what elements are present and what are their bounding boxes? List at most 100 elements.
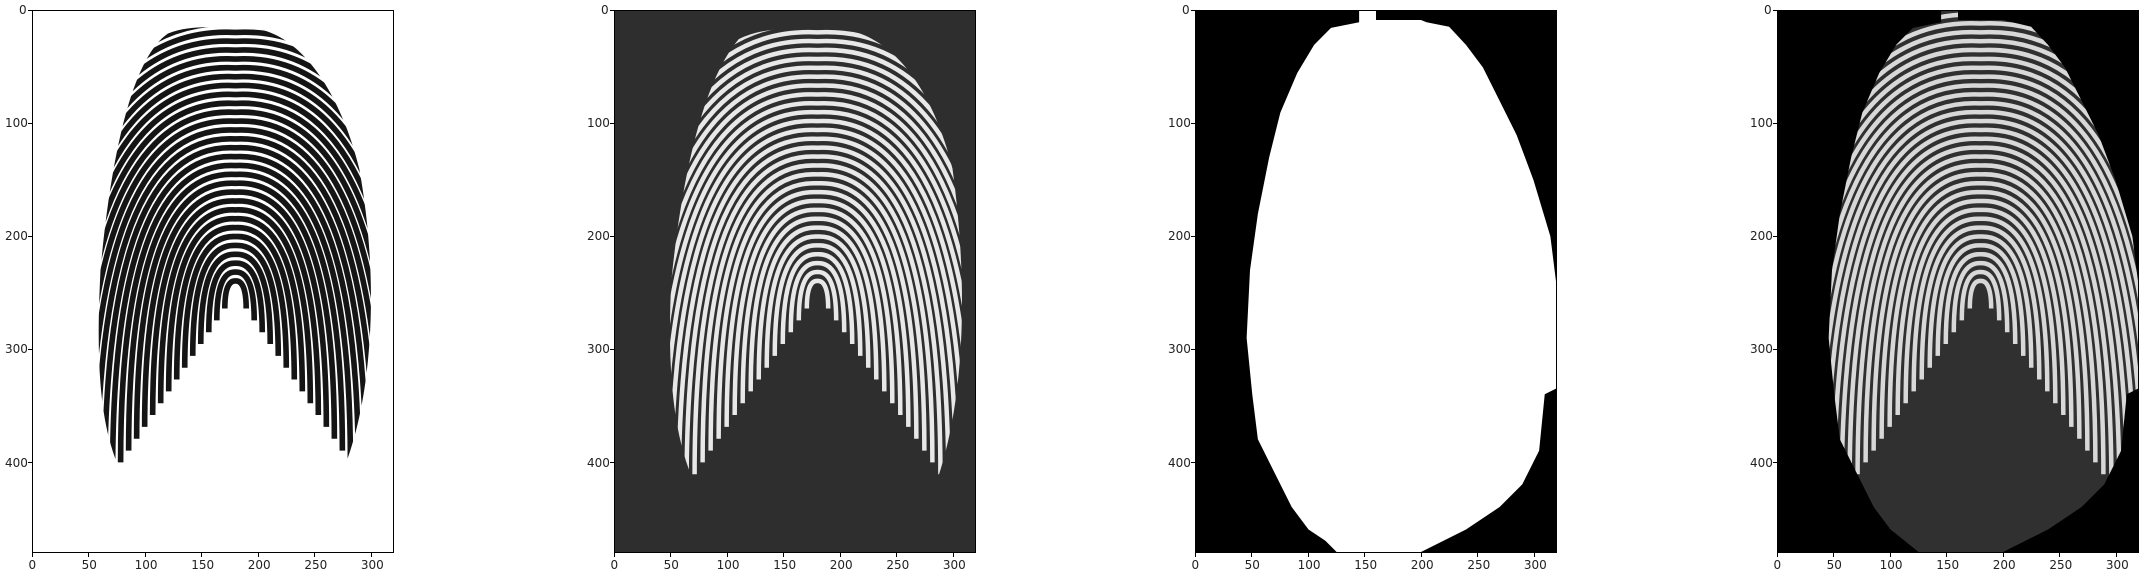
ridge-line <box>748 216 887 392</box>
x-tick-label: 250 <box>886 558 910 572</box>
x-tick-label: 100 <box>134 558 158 572</box>
ridge-line <box>98 38 371 530</box>
x-tick-label: 0 <box>610 558 619 572</box>
ridge-line <box>764 234 871 368</box>
ridge-line <box>165 215 306 392</box>
ridge-line <box>669 56 962 541</box>
y-tick-mark <box>1773 462 1777 463</box>
ridge-line <box>772 243 863 356</box>
ridge-line <box>804 278 831 309</box>
y-tick-label: 200 <box>587 229 610 244</box>
x-tick-mark <box>1946 553 1948 557</box>
ridge-line <box>700 163 935 463</box>
ridge-line <box>1828 74 2138 552</box>
x-tick-mark <box>2115 553 2117 557</box>
y-tick-mark <box>1773 122 1777 124</box>
ridge-line <box>98 109 371 530</box>
ridge-line <box>173 224 298 380</box>
ridge-line <box>98 136 371 498</box>
ridge-line <box>1828 65 2138 552</box>
y-tick-mark <box>1191 235 1195 237</box>
ridge-line <box>1839 136 2122 498</box>
x-tick-label: 150 <box>1936 558 1960 572</box>
y-tick-label: 0 <box>601 3 609 17</box>
x-tick-mark <box>1776 553 1778 557</box>
ridge-line <box>1959 269 2002 321</box>
x-tick-label: 150 <box>773 558 797 572</box>
ridge-line <box>213 269 258 321</box>
x-tick-mark <box>1364 553 1366 557</box>
panel-enhanced <box>582 0 1002 578</box>
x-tick-mark <box>952 553 954 557</box>
ridge-line <box>1828 110 2138 534</box>
ridge-line <box>98 65 371 530</box>
y-tick-label: 0 <box>1764 3 1772 17</box>
ridge-line <box>1871 172 2090 451</box>
ridge-line <box>1919 225 2042 380</box>
x-tick-mark <box>314 553 316 557</box>
ridge-line <box>1943 252 2018 345</box>
y-tick-mark <box>610 462 614 463</box>
x-tick-label: 0 <box>28 558 37 572</box>
ridge-line <box>205 260 266 333</box>
y-tick-mark <box>28 122 32 124</box>
x-tick-label: 200 <box>1410 558 1434 572</box>
ridge-line <box>98 91 371 530</box>
x-tick-label: 100 <box>1879 558 1903 572</box>
x-tick-mark <box>201 553 203 557</box>
image-masked-fingerprint <box>1777 10 2139 553</box>
y-tick-label: 0 <box>1182 3 1190 17</box>
x-tick-mark <box>1477 553 1479 557</box>
x-tick-label: 250 <box>2049 558 2073 572</box>
mask-drawing <box>1246 11 1556 552</box>
ridge-line <box>101 144 370 487</box>
ridge-line <box>692 154 943 475</box>
x-tick-mark <box>1889 553 1891 557</box>
fingerprint-enhanced-drawing <box>669 27 962 541</box>
y-tick-label: 400 <box>587 455 610 470</box>
x-tick-mark <box>1833 553 1835 557</box>
ridge-line <box>98 56 371 530</box>
ridge-line <box>1828 47 2138 552</box>
x-tick-mark <box>613 553 615 557</box>
x-tick-mark <box>839 553 841 557</box>
x-tick-mark <box>257 553 259 557</box>
panel-masked <box>1745 0 2149 578</box>
ridge-line <box>1895 198 2066 416</box>
x-tick-label: 50 <box>1244 558 1260 572</box>
x-tick-label: 250 <box>1467 558 1491 572</box>
ridge-line <box>684 145 951 487</box>
y-tick-mark <box>1773 235 1777 237</box>
x-tick-label: 250 <box>304 558 328 572</box>
ridge-line <box>669 118 962 522</box>
x-tick-mark <box>896 553 898 557</box>
y-tick-label: 100 <box>587 116 610 131</box>
ridge-line <box>676 136 959 498</box>
ridge-line <box>1935 243 2026 356</box>
ridge-line <box>125 171 346 451</box>
ridge-line <box>1847 145 2114 487</box>
fingerprint-masked-drawing <box>1828 11 2138 552</box>
ridge-line <box>724 189 911 427</box>
x-tick-mark <box>31 553 33 557</box>
ridge-line <box>1911 216 2050 392</box>
y-tick-label: 200 <box>1750 229 1773 244</box>
x-tick-label: 300 <box>1523 558 1547 572</box>
image-segmentation-mask <box>1195 10 1557 553</box>
x-tick-label: 200 <box>829 558 853 572</box>
x-tick-mark <box>670 553 672 557</box>
ridge-line <box>98 127 371 510</box>
ridge-line <box>669 127 962 510</box>
y-tick-mark <box>610 348 614 350</box>
y-tick-mark <box>28 9 32 11</box>
ridge-line <box>669 92 962 541</box>
y-tick-label: 200 <box>1168 229 1191 244</box>
x-tick-mark <box>370 553 372 557</box>
ridge-line <box>141 189 330 427</box>
ridge-line <box>222 278 249 309</box>
x-tick-label: 200 <box>1992 558 2016 572</box>
ridge-line <box>669 65 962 541</box>
ridge-line <box>732 198 903 416</box>
x-tick-label: 300 <box>360 558 384 572</box>
ridge-line <box>669 74 962 541</box>
